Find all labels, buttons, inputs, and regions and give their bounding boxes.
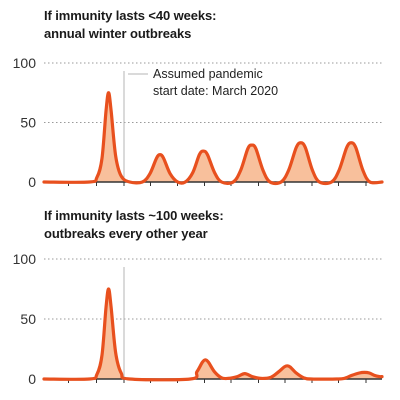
- series-area: [44, 92, 382, 184]
- annotation-line1: Assumed pandemic: [153, 67, 263, 81]
- panel-1-title-line1: If immunity lasts <40 weeks:: [44, 8, 217, 23]
- y-tick-label: 0: [28, 174, 36, 190]
- panel-2-title-line2: outbreaks every other year: [44, 226, 208, 241]
- series-area: [44, 289, 382, 380]
- series-line: [42, 91, 384, 186]
- y-tick-label: 100: [13, 251, 37, 267]
- panel-1-plot: 0 50 100 Assumed pandemic start date: March …: [13, 55, 384, 190]
- y-tick-label: 50: [20, 115, 36, 131]
- panel-1-title: If immunity lasts <40 weeks: annual wint…: [44, 7, 217, 43]
- panel-2-title: If immunity lasts ~100 weeks: outbreaks …: [44, 207, 224, 243]
- panel-1-title-line2: annual winter outbreaks: [44, 26, 192, 41]
- y-tick-label: 100: [13, 55, 37, 71]
- y-tick-label: 0: [28, 371, 36, 387]
- panel-2-plot: 0 50 100: [13, 251, 384, 387]
- panel-2-title-line1: If immunity lasts ~100 weeks:: [44, 208, 224, 223]
- y-tick-label: 50: [20, 311, 36, 327]
- annotation-line2: start date: March 2020: [153, 84, 278, 98]
- series-line: [42, 287, 384, 382]
